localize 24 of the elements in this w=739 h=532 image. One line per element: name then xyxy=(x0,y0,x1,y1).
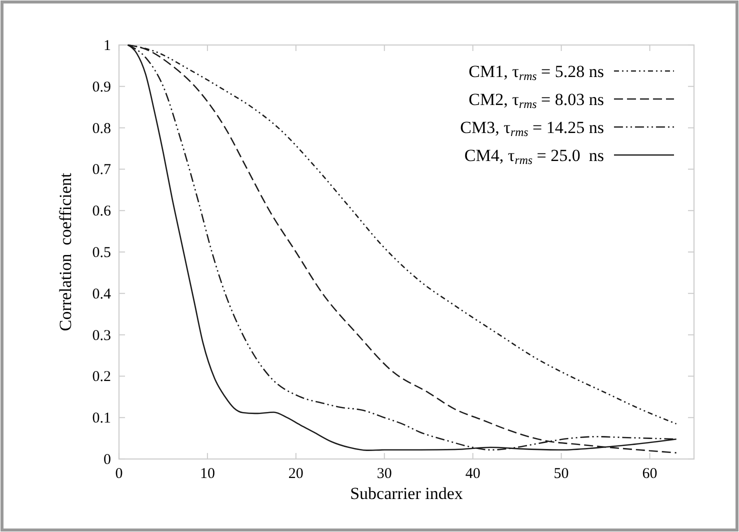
legend-label: CM1, τ$_{rms}$ = 5.28 ns xyxy=(468,62,604,83)
x-tick-label: 20 xyxy=(288,466,304,482)
legend-label: CM4, τ$_{rms}$ = 25.0 ns xyxy=(464,146,604,167)
y-tick-label: 0.8 xyxy=(92,120,111,137)
y-tick-label: 0.2 xyxy=(92,369,111,386)
y-tick-label: 0.7 xyxy=(92,162,112,178)
x-tick-label: 0 xyxy=(115,466,123,482)
y-tick-label: 0.6 xyxy=(92,204,112,220)
x-tick-label: 60 xyxy=(642,466,658,482)
legend-label: CM2, τ$_{rms}$ = 8.03 ns xyxy=(468,90,604,111)
y-tick-label: 0.9 xyxy=(92,79,111,96)
x-tick-label: 40 xyxy=(465,466,480,482)
y-tick-label: 1 xyxy=(104,38,111,54)
x-axis-title: Subcarrier index xyxy=(350,484,464,503)
x-tick-label: 50 xyxy=(554,466,569,482)
y-axis-title: Correlation coefficient xyxy=(56,172,75,332)
y-tick-label: 0.3 xyxy=(92,328,111,344)
x-tick-label: 10 xyxy=(200,466,215,482)
legend-label: CM3, τ$_{rms}$ = 14.25 ns xyxy=(460,118,604,139)
y-tick-label: 0.1 xyxy=(92,410,111,427)
y-tick-label: 0.5 xyxy=(92,245,111,261)
x-tick-label: 30 xyxy=(376,466,392,482)
y-tick-label: 0.4 xyxy=(92,286,112,302)
y-tick-label: 0 xyxy=(104,452,111,468)
